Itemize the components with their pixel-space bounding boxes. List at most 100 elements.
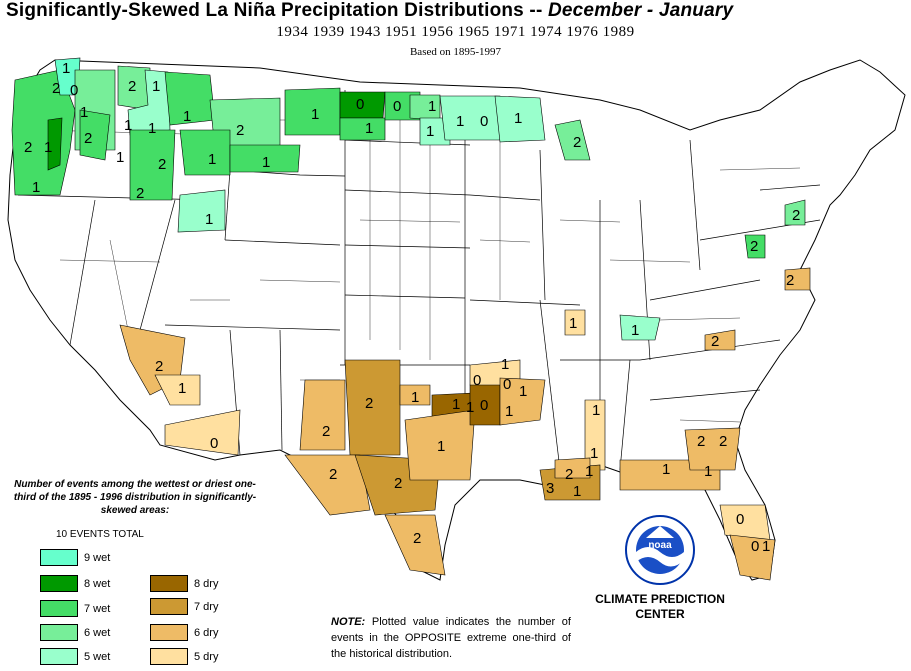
map-label: 2: [329, 466, 337, 483]
map-label: 1: [704, 463, 712, 480]
legend-swatch: [40, 648, 78, 665]
region-tx-w: [284, 454, 371, 516]
region-ca-sc: [164, 409, 241, 456]
map-label: 1: [452, 396, 460, 413]
region-mt-se: [229, 144, 301, 173]
map-label: 1: [590, 445, 598, 462]
region-mt-s: [179, 129, 231, 176]
map-label: 1: [437, 438, 445, 455]
legend-label: 5 wet: [84, 650, 111, 663]
cpc-caption: CLIMATE PREDICTION CENTER: [580, 592, 740, 622]
map-label: 1: [505, 403, 513, 420]
map-label: 2: [52, 80, 60, 97]
region-or-coast-dark: [47, 117, 63, 171]
map-label: 2: [322, 423, 330, 440]
map-label: 1: [116, 149, 124, 166]
map-label: 2: [128, 78, 136, 95]
legend-swatch: [150, 648, 188, 665]
map-label: 2: [697, 433, 705, 450]
wet-regions: [11, 57, 806, 341]
map-label: 1: [592, 402, 600, 419]
legend-label: 6 dry: [194, 626, 219, 639]
map-label: 0: [393, 98, 401, 115]
map-label: 1: [80, 104, 88, 121]
map-label: 1: [365, 120, 373, 137]
legend-label: 5 dry: [194, 650, 219, 663]
map-label: 2: [158, 156, 166, 173]
region-ny-e: [784, 199, 806, 226]
note-prefix: NOTE:: [331, 616, 366, 628]
legend-wet-6: 6 wet: [40, 624, 110, 641]
region-nm-c: [344, 359, 401, 456]
map-title: Significantly-Skewed La Niña Precipitati…: [6, 0, 906, 22]
map-label: 0: [480, 113, 488, 130]
map-label: 1: [148, 120, 156, 137]
map-label: 2: [84, 130, 92, 147]
map-label: 1: [178, 380, 186, 397]
map-label: 2: [155, 358, 163, 375]
map-label: 2: [750, 238, 758, 255]
map-note: NOTE: Plotted value indicates the number…: [331, 614, 571, 662]
event-years: 1934 1939 1943 1951 1956 1965 1971 1974 …: [276, 24, 635, 40]
legend-dry-5: 5 dry: [150, 648, 218, 665]
map-label: 0: [751, 538, 759, 555]
region-md: [784, 267, 811, 291]
map-label: 1: [456, 113, 464, 130]
region-nd-c: [339, 117, 386, 141]
region-ca-s: [154, 374, 201, 406]
map-label: 1: [514, 110, 522, 127]
map-label: 1: [44, 139, 52, 156]
map-label: 3: [546, 480, 554, 497]
map-label: 1: [124, 117, 132, 134]
region-tx-ne: [404, 409, 476, 481]
map-label: 0: [70, 82, 78, 99]
map-label: 1: [32, 179, 40, 196]
region-wy-n: [177, 189, 226, 233]
region-fl-n: [719, 504, 771, 541]
map-label: 0: [480, 397, 488, 414]
region-ga: [684, 427, 741, 471]
map-label: 2: [365, 395, 373, 412]
region-mn-1: [419, 117, 451, 146]
legend-dry-6: 6 dry: [150, 624, 218, 641]
region-la-s: [554, 457, 591, 479]
legend-swatch: [150, 575, 188, 592]
legend-label: 7 wet: [84, 602, 111, 615]
map-label: 2: [394, 475, 402, 492]
map-label: 1: [762, 538, 770, 555]
map-label: 0: [736, 511, 744, 528]
region-ar-e: [499, 377, 546, 426]
legend-label: 9 wet: [84, 551, 111, 564]
noaa-logo-text: noaa: [648, 540, 672, 551]
region-ok-w: [399, 384, 431, 406]
map-label: 2: [413, 530, 421, 547]
map-label: 1: [262, 154, 270, 171]
map-label: 0: [356, 96, 364, 113]
legend-dry-8: 8 dry: [150, 575, 218, 592]
legend-dry-7: 7 dry: [150, 598, 218, 615]
note-text: Plotted value indicates the number of ev…: [331, 616, 571, 660]
map-label: 2: [24, 139, 32, 156]
baseline-period: Based on 1895-1997: [409, 46, 502, 58]
legend-wet-9: 9 wet: [40, 549, 110, 566]
legend-label: 6 wet: [84, 626, 111, 639]
legend-wet-5: 5 wet: [40, 648, 110, 665]
map-label: 1: [501, 356, 509, 373]
map-label: 2: [573, 134, 581, 151]
map-label: 0: [210, 435, 218, 452]
map-label: 1: [208, 151, 216, 168]
region-wa-inner: [79, 109, 111, 161]
legend-label: 8 wet: [84, 577, 111, 590]
cpc-caption-line1: CLIMATE PREDICTION: [595, 592, 725, 606]
map-label: 1: [631, 322, 639, 339]
legend-heading: Number of events among the wettest or dr…: [13, 479, 257, 516]
map-label: 1: [183, 108, 191, 125]
region-nc: [704, 329, 736, 351]
map-label: 1: [569, 315, 577, 332]
map-label: 1: [662, 461, 670, 478]
map-label: 2: [711, 333, 719, 350]
dry-regions: [119, 267, 811, 581]
map-label: 1: [62, 60, 70, 77]
map-label: 2: [786, 272, 794, 289]
